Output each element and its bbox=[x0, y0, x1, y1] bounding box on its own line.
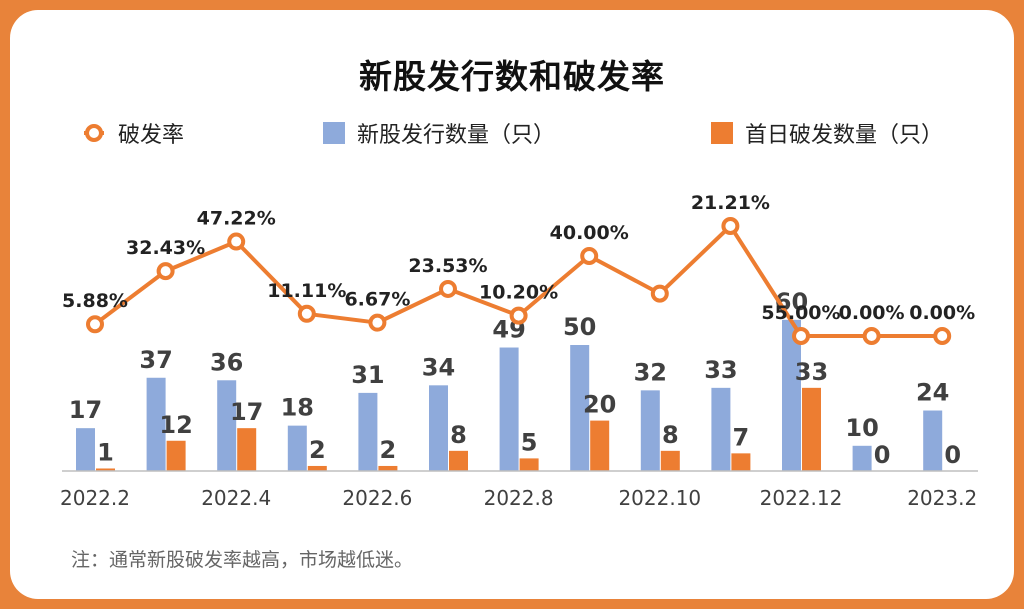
x-tick-label: 2022.8 bbox=[484, 486, 554, 510]
data-label-broken: 5 bbox=[521, 428, 538, 456]
data-label-issued: 32 bbox=[634, 358, 667, 386]
data-label-broken: 2 bbox=[309, 436, 326, 464]
legend-item-rate: 破发率 bbox=[84, 123, 184, 148]
legend-label-broken: 首日破发数量（只） bbox=[745, 123, 943, 148]
bar-issued bbox=[429, 385, 448, 471]
rate-point bbox=[368, 313, 387, 332]
bar-broken bbox=[96, 468, 115, 471]
rate-label: 55.00% bbox=[761, 302, 840, 324]
bar-issued bbox=[923, 410, 943, 471]
data-label-broken: 8 bbox=[662, 421, 679, 449]
data-label-broken: 17 bbox=[230, 398, 263, 426]
data-label-broken: 1 bbox=[97, 438, 114, 466]
rate-label: 21.21% bbox=[691, 192, 770, 214]
rate-label: 10.20% bbox=[479, 282, 558, 304]
data-label-broken: 2 bbox=[380, 436, 397, 464]
rate-label: 6.67% bbox=[344, 289, 410, 311]
rate-label: 0.00% bbox=[909, 302, 975, 324]
x-tick-label: 2022.4 bbox=[201, 486, 271, 510]
bar-broken bbox=[660, 450, 680, 471]
rate-line-layer: 5.88% 32.43% 47.22% 11.11%6.67% 23.53% 10.20%… bbox=[62, 192, 975, 345]
bar-issued bbox=[640, 390, 660, 471]
legend-label-issued: 新股发行数量（只） bbox=[357, 123, 555, 148]
rate-point bbox=[580, 247, 599, 265]
legend-item-broken: 首日破发数量（只） bbox=[711, 122, 943, 148]
bar-broken bbox=[378, 465, 398, 471]
data-label-broken: 20 bbox=[583, 391, 616, 419]
legend-label-rate: 破发率 bbox=[118, 123, 184, 148]
data-label-issued: 34 bbox=[422, 353, 455, 381]
bar-issued bbox=[711, 387, 731, 471]
rate-point bbox=[792, 327, 810, 345]
rate-label: 23.53% bbox=[408, 255, 487, 277]
data-label-issued: 24 bbox=[916, 379, 949, 407]
bar-issued bbox=[146, 377, 166, 471]
rate-label: 47.22% bbox=[197, 208, 276, 230]
rate-point bbox=[862, 327, 881, 345]
legend-item-issued: 新股发行数量（只） bbox=[323, 122, 555, 148]
rate-point bbox=[156, 262, 175, 281]
data-label-issued: 36 bbox=[210, 348, 243, 376]
data-label-broken: 33 bbox=[795, 358, 828, 386]
bar-broken bbox=[731, 453, 751, 471]
chart-note: 注：通常新股破发率越高，市场越低迷。 bbox=[71, 549, 414, 571]
x-tick-label: 2022.6 bbox=[342, 486, 412, 510]
data-label-issued: 33 bbox=[704, 356, 737, 384]
rate-label: 0.00% bbox=[839, 302, 905, 324]
legend-swatch-broken bbox=[711, 122, 733, 144]
bar-issued bbox=[570, 345, 590, 471]
rate-point bbox=[650, 284, 669, 303]
rate-label: 32.43% bbox=[126, 237, 205, 259]
x-tick-label: 2022.12 bbox=[760, 486, 843, 510]
bar-broken bbox=[519, 458, 539, 471]
bar-broken bbox=[802, 387, 821, 471]
data-label-broken: 0 bbox=[944, 441, 961, 469]
bar-broken bbox=[590, 420, 610, 471]
data-label-issued: 50 bbox=[563, 313, 596, 341]
rate-point bbox=[721, 217, 740, 235]
rate-label: 11.11% bbox=[267, 280, 346, 302]
bar-issued bbox=[499, 347, 519, 471]
bar-broken bbox=[166, 440, 186, 471]
bar-issued bbox=[76, 428, 95, 471]
rate-point bbox=[227, 232, 246, 251]
data-label-issued: 18 bbox=[281, 394, 314, 422]
legend: 破发率 新股发行数量（只） 首日破发数量（只） bbox=[84, 122, 943, 148]
data-label-broken: 12 bbox=[159, 411, 192, 439]
data-label-broken: 7 bbox=[733, 423, 750, 451]
legend-marker-rate bbox=[85, 124, 103, 142]
rate-label: 5.88% bbox=[62, 290, 128, 312]
data-label-broken: 0 bbox=[874, 441, 891, 469]
x-tick-label: 2022.2 bbox=[60, 486, 130, 510]
bar-broken bbox=[307, 465, 327, 471]
rate-point bbox=[933, 327, 952, 345]
legend-swatch-issued bbox=[323, 122, 345, 144]
bar-issued bbox=[217, 380, 237, 471]
bar-issued bbox=[358, 392, 378, 471]
bar-broken bbox=[449, 450, 468, 471]
bar-issued bbox=[287, 425, 307, 471]
data-label-issued: 10 bbox=[845, 414, 878, 442]
x-tick-labels: 2022.2 2022.4 2022.6 2022.8 2022.10 2022.12 20… bbox=[60, 486, 977, 510]
x-tick-label: 2023.2 bbox=[907, 486, 977, 510]
bar-issued bbox=[782, 319, 801, 471]
data-label-issued: 31 bbox=[351, 361, 384, 389]
x-tick-label: 2022.10 bbox=[618, 486, 701, 510]
data-label-issued: 17 bbox=[69, 396, 102, 424]
rate-point bbox=[86, 315, 104, 334]
data-label-broken: 8 bbox=[450, 421, 467, 449]
chart-card: 新股发行数和破发率 注：通常新股破发率越高，市场越低迷。 bbox=[10, 10, 1014, 599]
data-label-issued: 37 bbox=[139, 346, 172, 374]
bar-broken bbox=[237, 428, 257, 471]
rate-label: 40.00% bbox=[550, 222, 629, 244]
chart-title: 新股发行数和破发率 bbox=[353, 50, 671, 98]
rate-point bbox=[509, 306, 528, 325]
bar-issued bbox=[852, 445, 872, 471]
rate-point bbox=[439, 279, 457, 298]
rate-point bbox=[297, 304, 316, 323]
